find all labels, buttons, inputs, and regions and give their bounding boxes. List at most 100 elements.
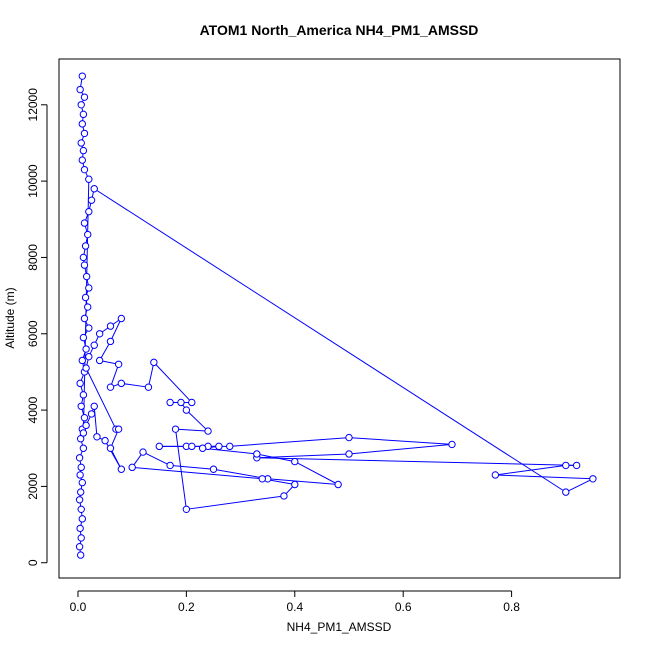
data-point [95, 330, 104, 338]
data-point [90, 185, 98, 193]
data-point [117, 379, 126, 388]
data-point [82, 272, 91, 281]
series-segment [202, 447, 257, 455]
data-point [128, 463, 136, 472]
data-point [77, 402, 85, 410]
data-point [90, 341, 98, 349]
data-point [114, 425, 123, 433]
data-point [85, 352, 93, 361]
series-segment [132, 466, 263, 480]
series-segment [229, 437, 350, 447]
data-point [204, 427, 212, 435]
data-point [77, 534, 85, 542]
data-point [139, 448, 147, 456]
series-segment [110, 318, 122, 342]
series-segment [495, 464, 566, 476]
data-point [75, 454, 84, 462]
data-point [85, 324, 93, 332]
chart-title: ATOM1 North_America NH4_PM1_AMSSD [200, 22, 479, 38]
series-segment [93, 188, 567, 493]
series-segment [93, 406, 98, 437]
y-axis: 0 2000 4000 6000 8000 10000 12000 [26, 88, 48, 566]
data-point [589, 475, 597, 483]
data-point [75, 496, 84, 504]
data-point [280, 492, 288, 500]
data-point [84, 303, 92, 311]
data-point [253, 450, 261, 458]
x-tick-label: 0.6 [395, 600, 412, 614]
data-point [106, 383, 115, 391]
data-point [76, 435, 85, 443]
x-tick-label: 0.4 [286, 600, 303, 614]
data-point [291, 457, 299, 466]
data-point [182, 406, 191, 414]
data-point [90, 402, 98, 410]
data-point [79, 253, 88, 262]
data-point [87, 196, 96, 204]
series-segment [142, 451, 171, 466]
data-point [95, 356, 104, 365]
y-axis-label: Altitude (m) [3, 287, 17, 348]
data-point [101, 436, 109, 445]
series-segment [85, 367, 117, 430]
data-point [334, 480, 342, 489]
series-segment [186, 495, 285, 510]
data-point [106, 322, 115, 330]
data-point [117, 314, 126, 323]
series-segment [110, 364, 120, 388]
series-segment [153, 362, 193, 403]
data-point [80, 219, 89, 227]
data-point [77, 139, 85, 147]
data-point [166, 398, 174, 407]
series-points-group [75, 72, 597, 559]
series-segment [256, 457, 577, 466]
series-segment [565, 478, 594, 493]
data-point [79, 429, 88, 437]
x-axis: 0.0 0.2 0.4 0.6 0.8 [70, 590, 520, 614]
series-segment [213, 468, 268, 480]
data-point [448, 440, 456, 449]
y-tick-label: 10000 [26, 164, 40, 198]
data-point [80, 129, 89, 138]
data-point [79, 146, 88, 155]
data-point [188, 398, 196, 407]
data-point [78, 120, 87, 128]
data-point [76, 85, 84, 94]
data-point [76, 488, 85, 496]
y-tick-label: 2000 [26, 473, 40, 500]
data-point [345, 433, 353, 442]
data-point [77, 101, 85, 109]
data-point [166, 461, 174, 470]
data-point [562, 461, 570, 470]
y-tick-label: 6000 [26, 320, 40, 347]
data-point [77, 505, 85, 514]
series-segment [175, 428, 209, 432]
y-tick-label: 8000 [26, 244, 40, 271]
y-tick-label: 0 [26, 559, 40, 566]
series-segment [495, 474, 593, 480]
data-point [77, 463, 85, 472]
data-point [106, 337, 115, 346]
series-segment [147, 362, 155, 388]
data-point [85, 284, 93, 292]
data-point [562, 488, 570, 496]
data-point [155, 442, 163, 451]
data-point [80, 261, 89, 269]
x-tick-label: 0.8 [503, 600, 520, 614]
series-segment [104, 440, 122, 470]
data-point [215, 442, 223, 451]
data-point [114, 360, 123, 368]
data-point [76, 379, 84, 388]
x-tick-label: 0.0 [70, 600, 87, 614]
y-tick-label: 12000 [26, 88, 40, 122]
data-point [182, 505, 191, 514]
data-point [82, 364, 90, 372]
data-point [144, 383, 153, 391]
data-point [80, 414, 89, 422]
data-point [572, 461, 581, 470]
data-point [78, 156, 87, 164]
series-segment [348, 437, 453, 445]
data-point [84, 230, 92, 239]
data-point [85, 207, 93, 216]
x-axis-label: NH4_PM1_AMSSD [287, 620, 392, 634]
